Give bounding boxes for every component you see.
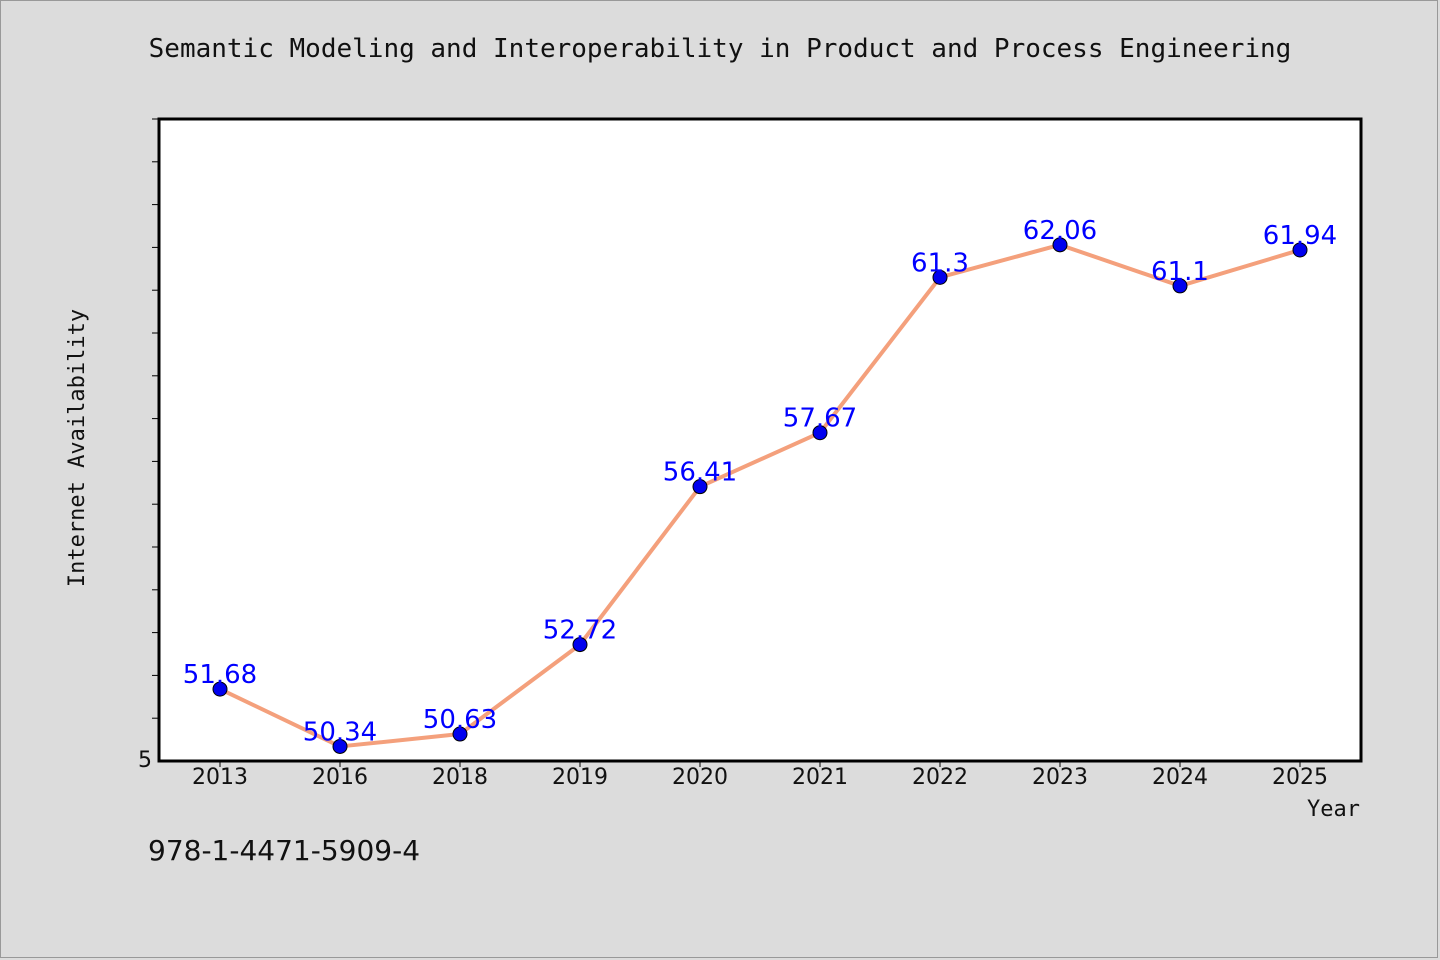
x-tick-label: 2016	[312, 765, 368, 790]
data-point	[692, 479, 708, 495]
x-tick-label: 2019	[552, 765, 608, 790]
isbn-text: 978-1-4471-5909-4	[148, 834, 421, 867]
data-point	[212, 681, 228, 697]
x-tick-label: 2025	[1272, 765, 1328, 790]
data-point	[1172, 278, 1188, 294]
data-label: 61.3	[911, 248, 969, 278]
data-point	[932, 269, 948, 285]
data-label: 62.06	[1023, 216, 1097, 246]
plot-area	[157, 117, 1363, 763]
x-axis: 2013 2016 2018 2019 2020 2021 2022 2023 2024 2025	[192, 761, 1328, 790]
data-label: 51.68	[183, 660, 257, 690]
chart-title: Semantic Modeling and Interoperability i…	[148, 34, 1292, 64]
data-point	[812, 425, 828, 441]
data-point	[452, 726, 468, 742]
x-tick-label: 2018	[432, 765, 488, 790]
data-label: 50.63	[423, 705, 497, 735]
data-label: 56.41	[663, 458, 737, 488]
data-label: 50.34	[303, 717, 377, 747]
y-axis-ticks	[152, 118, 159, 719]
data-label: 61.94	[1263, 221, 1337, 251]
series-group: 51.68 50.34 50.63 52.72 56.41 57.67 61.3 62.06 6…	[183, 216, 1337, 754]
data-label: 61.1	[1151, 257, 1209, 287]
x-tick-label: 2013	[192, 765, 248, 790]
x-tick-label: 2023	[1032, 765, 1088, 790]
x-tick-label: 2020	[672, 765, 728, 790]
x-tick-label: 2024	[1152, 765, 1208, 790]
y-tick-label: 5	[138, 748, 152, 773]
x-axis-title: Year	[1307, 797, 1360, 822]
data-point	[332, 738, 348, 754]
y-axis-title: Internet Availability	[65, 309, 90, 587]
x-tick-label: 2022	[912, 765, 968, 790]
series-line	[219, 242, 1301, 749]
data-label: 52.72	[543, 616, 617, 646]
data-point	[1052, 237, 1068, 253]
data-point	[572, 637, 588, 653]
data-point	[1292, 242, 1308, 258]
data-label: 57.67	[783, 404, 857, 434]
x-tick-label: 2021	[792, 765, 848, 790]
